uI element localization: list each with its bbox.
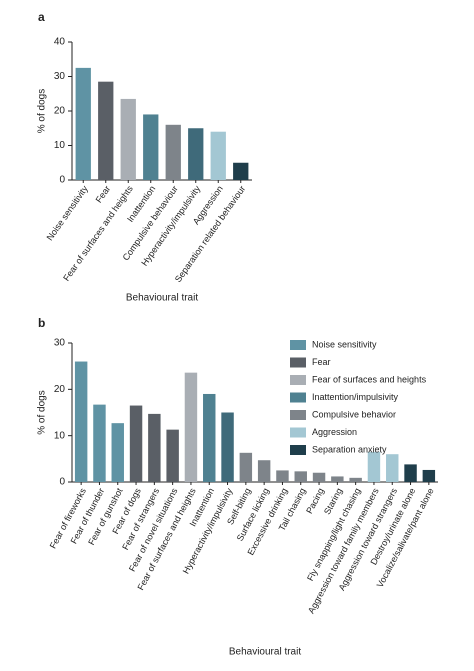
- legend-swatch: [290, 445, 306, 455]
- x-tick-label: Noise sensitivity: [45, 183, 90, 242]
- bar: [129, 405, 143, 482]
- bar: [294, 471, 307, 482]
- legend-swatch: [290, 340, 306, 350]
- x-axis-title: Behavioural trait: [229, 647, 301, 658]
- legend-label: Fear of surfaces and heights: [312, 374, 427, 384]
- bar: [98, 81, 114, 180]
- legend-label: Aggression: [312, 427, 357, 437]
- bar: [312, 472, 326, 482]
- bar: [188, 128, 204, 180]
- panel-label: b: [38, 316, 45, 330]
- legend-swatch: [290, 375, 306, 385]
- bar: [120, 98, 136, 180]
- legend-swatch: [290, 392, 306, 403]
- x-axis-title: Behavioural trait: [126, 293, 198, 304]
- legend-swatch: [290, 427, 306, 438]
- bar: [276, 470, 289, 482]
- y-tick-label: 30: [54, 338, 66, 349]
- bar: [386, 454, 399, 482]
- bar: [93, 404, 106, 482]
- bar: [111, 423, 124, 482]
- bar: [203, 393, 216, 482]
- bar: [165, 124, 181, 180]
- y-axis-title: % of dogs: [37, 390, 48, 434]
- legend-swatch: [290, 357, 306, 368]
- bar: [143, 114, 159, 180]
- bar: [75, 67, 91, 180]
- y-tick-label: 40: [54, 37, 66, 48]
- bar: [349, 477, 362, 482]
- y-tick-label: 30: [54, 71, 66, 82]
- legend-label: Compulsive behavior: [312, 409, 396, 419]
- bar: [404, 464, 417, 482]
- bar: [74, 361, 88, 482]
- legend-label: Inattention/impulsivity: [312, 392, 399, 402]
- bar: [148, 413, 161, 482]
- bar: [210, 131, 226, 180]
- bar: [367, 451, 381, 482]
- bar: [221, 412, 234, 482]
- y-tick-label: 20: [54, 106, 66, 117]
- bar: [184, 372, 198, 482]
- bar: [331, 476, 344, 482]
- bar: [166, 429, 179, 482]
- y-tick-label: 10: [54, 140, 66, 151]
- bar: [257, 460, 271, 482]
- legend-label: Noise sensitivity: [312, 339, 377, 349]
- bar: [233, 162, 249, 180]
- y-tick-label: 0: [59, 477, 65, 488]
- bar: [239, 452, 253, 482]
- y-tick-label: 0: [59, 175, 65, 186]
- x-tick-label: Fear: [94, 184, 113, 205]
- legend-label: Fear: [312, 357, 331, 367]
- bar: [422, 469, 436, 482]
- legend-label: Separation anxiety: [312, 444, 387, 454]
- y-tick-label: 10: [54, 430, 66, 441]
- panel-label: a: [38, 10, 45, 24]
- y-tick-label: 20: [54, 384, 66, 395]
- legend-swatch: [290, 410, 306, 420]
- y-axis-title: % of dogs: [37, 89, 48, 133]
